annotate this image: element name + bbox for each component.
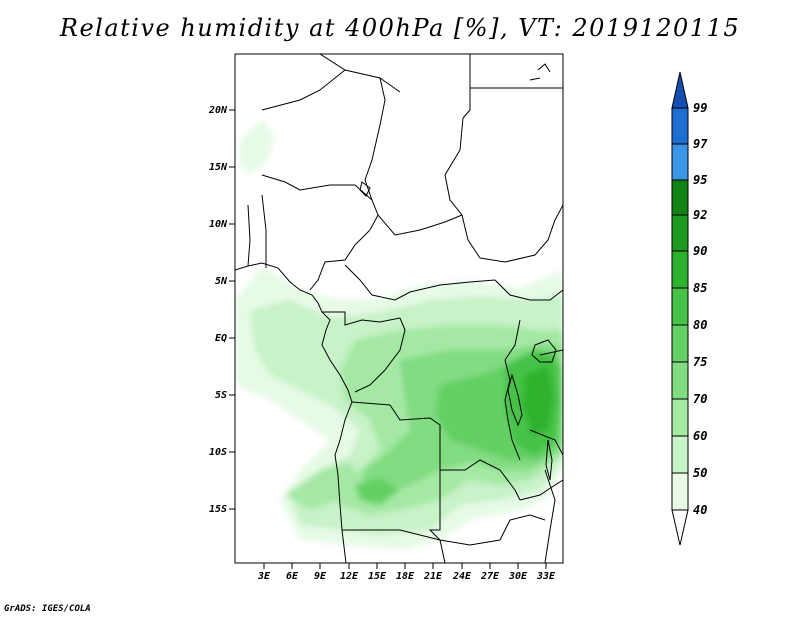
colorbar-label: 50	[693, 466, 707, 480]
lon-label: 3E	[257, 571, 271, 582]
footer-credit: GrADS: IGES/COLA	[4, 604, 91, 614]
lat-label: 15N	[209, 162, 228, 173]
chart-title: Relative humidity at 400hPa [%], VT: 201…	[59, 14, 741, 42]
humidity-region-75-sw	[355, 478, 400, 505]
lon-label: 12E	[340, 571, 359, 582]
border-chad-sudan	[444, 117, 481, 259]
border-car-north	[377, 214, 463, 236]
border-niger-nigeria	[261, 174, 373, 201]
colorbar-segment	[671, 71, 689, 109]
latitude-axis: 20N 15N 10N 5N EQ 5S 10S 15S	[208, 105, 235, 515]
border-mali-niger	[261, 69, 346, 111]
border-botswana	[439, 514, 546, 563]
border-sudan-south	[479, 204, 563, 263]
lon-label: 9E	[314, 571, 327, 582]
lon-label: 18E	[396, 571, 415, 582]
border-algeria-niger	[319, 54, 401, 93]
country-borders	[235, 54, 563, 563]
colorbar-segment	[671, 435, 689, 474]
lat-label: 10S	[209, 447, 227, 458]
colorbar-label: 90	[693, 244, 707, 258]
lon-label: 6E	[286, 571, 299, 582]
border-mozambique	[544, 469, 556, 563]
colorbar-label: 70	[693, 392, 707, 406]
humidity-region-60-sw	[285, 462, 360, 510]
colorbar-label: 92	[693, 208, 707, 222]
lake-victoria	[531, 339, 557, 363]
lon-label: 27E	[480, 571, 500, 582]
border-cameroon-gabon	[322, 311, 401, 326]
colorbar-label: 85	[693, 281, 707, 295]
lake-tanganyika	[507, 373, 523, 427]
border-zambia-east	[519, 479, 563, 501]
colorbar-segment	[671, 179, 689, 216]
lon-label: 33E	[536, 571, 556, 582]
border-congo-drc	[354, 317, 406, 393]
lat-label: 5N	[215, 276, 228, 287]
colorbar-label: 40	[693, 503, 707, 517]
border-angola-zambia	[428, 470, 441, 541]
map-frame	[234, 53, 564, 564]
longitude-axis: 3E 6E 9E 12E 15E 18E 21E 24E 27E 30E 33E	[257, 563, 556, 582]
border-south-sudan-drc	[494, 279, 563, 301]
border-niger-chad	[364, 77, 386, 201]
humidity-region-85	[522, 365, 554, 435]
border-tanzania	[529, 349, 563, 456]
colorbar-segment	[671, 509, 689, 546]
colorbar-label: 99	[693, 101, 707, 115]
colorbar-segment	[671, 214, 689, 252]
colorbar-label: 95	[693, 173, 707, 187]
colorbar-label: 60	[693, 429, 707, 443]
lon-label: 24E	[452, 571, 472, 582]
lat-label: 10N	[209, 219, 228, 230]
coastline-west	[235, 262, 353, 563]
colorbar-segment	[671, 361, 689, 400]
colorbar-label: 80	[693, 318, 707, 332]
lat-label: 15S	[209, 504, 227, 515]
lon-label: 15E	[368, 571, 387, 582]
colorbar-label: 97	[693, 137, 708, 151]
colorbar-segment	[671, 287, 689, 326]
lon-label: 21E	[423, 571, 443, 582]
colorbar: 40 50 60 70 75 80 85 90 92 95 97 99	[671, 71, 708, 546]
colorbar-segment	[671, 472, 689, 511]
humidity-shading	[235, 120, 563, 550]
colorbar-segment	[671, 398, 689, 437]
colorbar-segment	[671, 324, 689, 363]
lake-malawi	[545, 439, 553, 481]
border-car-south	[344, 264, 496, 301]
colorbar-segment	[671, 250, 689, 289]
lake-chad	[359, 181, 371, 197]
colorbar-segment	[671, 143, 689, 181]
lat-label: 5S	[215, 390, 227, 401]
lat-label: EQ	[215, 333, 227, 344]
nile-delta	[529, 63, 551, 81]
colorbar-label: 75	[693, 355, 707, 369]
lat-label: 20N	[208, 105, 228, 116]
border-benin-togo	[247, 194, 267, 268]
colorbar-segment	[671, 107, 689, 145]
lon-label: 30E	[508, 571, 528, 582]
humidity-region-40-north	[240, 120, 275, 175]
border-libya-egypt	[462, 54, 471, 119]
border-nigeria-east	[309, 199, 379, 291]
